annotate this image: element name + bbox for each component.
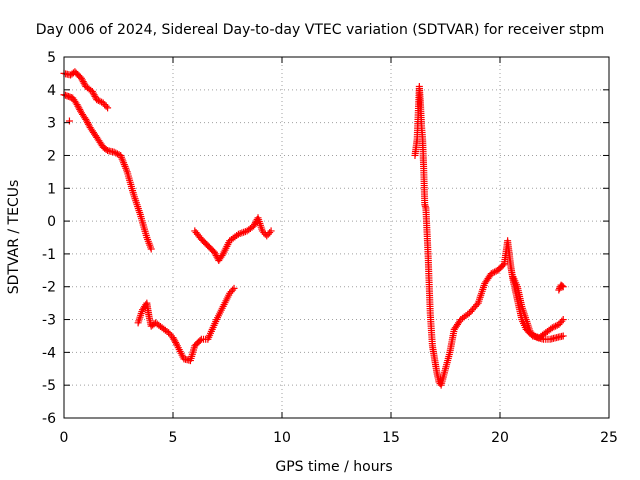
y-tick-label: 0: [47, 214, 56, 230]
data-point: [531, 332, 539, 340]
data-point: [266, 229, 274, 237]
data-point: [558, 317, 566, 325]
data-point: [102, 145, 110, 153]
data-point: [499, 261, 507, 269]
x-tick-label: 20: [491, 430, 509, 446]
plot-frame: [63, 56, 610, 419]
data-point: [489, 269, 497, 277]
chart-title: Day 006 of 2024, Sidereal Day-to-day VTE…: [36, 22, 605, 38]
y-tick-label: -5: [42, 378, 56, 394]
y-tick-label: 4: [47, 83, 56, 99]
data-point: [113, 150, 121, 158]
x-tick-label: 15: [382, 430, 400, 446]
data-point: [558, 282, 566, 290]
data-point: [229, 286, 237, 294]
data-point: [93, 96, 101, 104]
y-tick-label: -2: [42, 280, 56, 296]
data-point: [230, 284, 238, 292]
x-axis-label: GPS time / hours: [275, 459, 392, 475]
data-point: [112, 149, 120, 157]
data-point: [267, 227, 275, 235]
y-tick-label: -6: [42, 411, 56, 427]
data-point: [559, 283, 567, 291]
y-tick-label: 2: [47, 148, 56, 164]
y-tick-label: -3: [42, 313, 56, 329]
x-tick-label: 5: [169, 430, 178, 446]
data-points: [60, 68, 567, 389]
grid-lines: [64, 57, 609, 418]
y-tick-label: -4: [42, 345, 56, 361]
data-point: [473, 301, 481, 309]
x-tick-label: 0: [60, 430, 69, 446]
y-tick-label: 1: [47, 181, 56, 197]
data-point: [94, 96, 102, 104]
data-point: [555, 286, 563, 294]
data-point: [550, 323, 558, 331]
axis-ticks: 0 5 10 15 20 25 -6 -5 -4 -3 -2 -1 0 1 2 3 4 5: [42, 50, 618, 446]
y-tick-label: -1: [42, 247, 56, 263]
data-point: [559, 332, 567, 340]
data-point: [104, 104, 112, 112]
data-point: [96, 97, 104, 105]
data-point: [196, 337, 204, 345]
data-point: [491, 268, 499, 276]
data-point: [552, 322, 560, 330]
y-tick-label: 5: [47, 50, 56, 66]
data-point: [548, 324, 556, 332]
y-axis-label: SDTVAR / TECUs: [6, 180, 22, 295]
x-tick-label: 25: [600, 430, 618, 446]
data-point: [218, 252, 226, 260]
x-tick-label: 10: [273, 430, 291, 446]
data-point: [65, 117, 73, 125]
data-point: [559, 316, 567, 324]
data-point: [102, 102, 110, 110]
data-point: [172, 340, 180, 348]
data-point: [147, 245, 155, 253]
y-tick-label: 3: [47, 116, 56, 132]
data-point: [487, 270, 495, 278]
data-point: [110, 148, 118, 156]
